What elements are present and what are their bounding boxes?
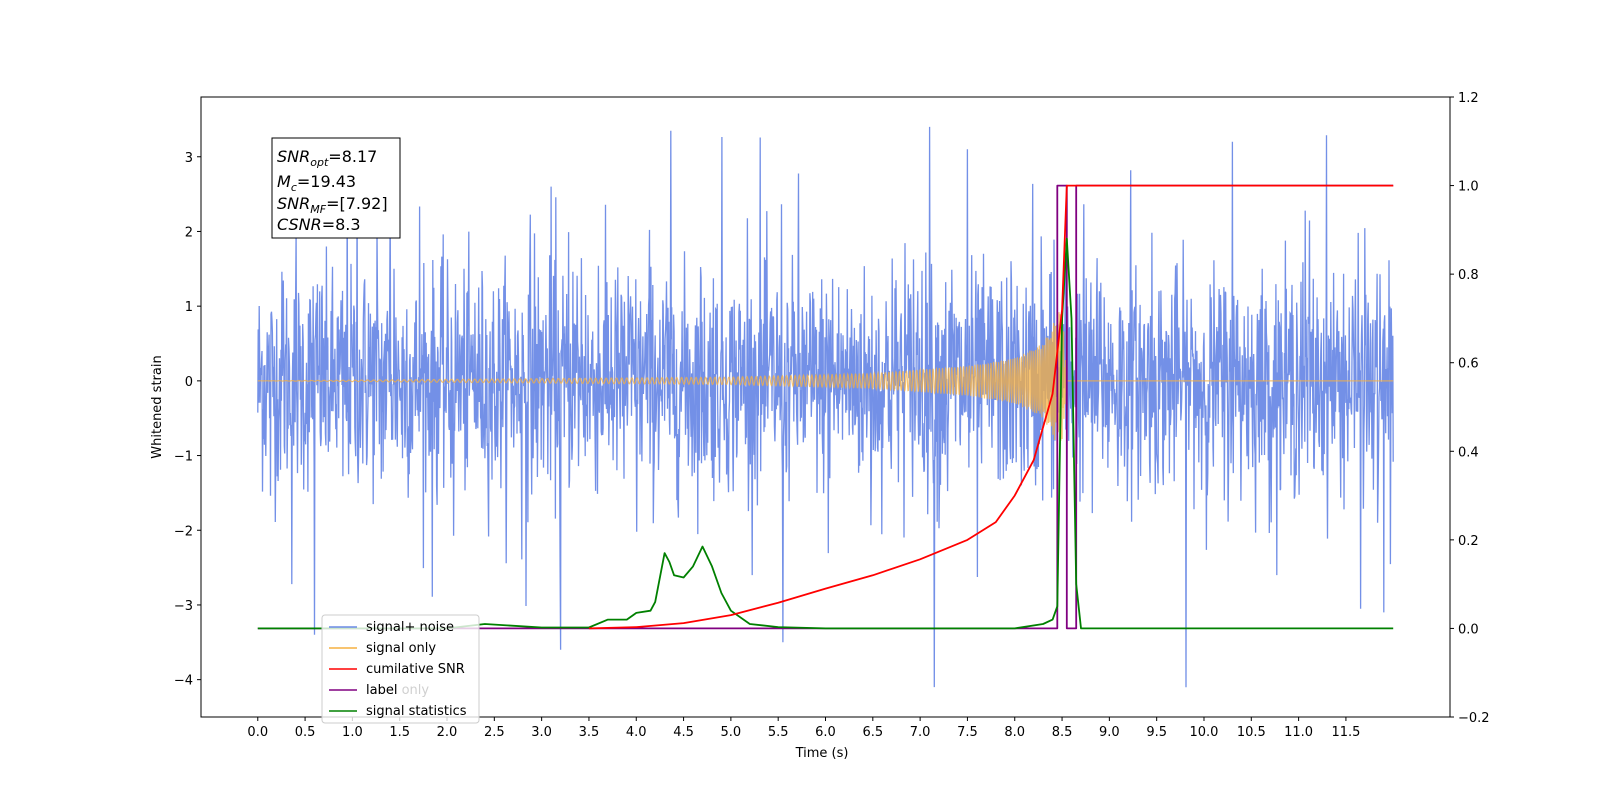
- x-tick-label: 4.5: [673, 725, 694, 740]
- series-cumulative-snr: [588, 184, 1394, 630]
- x-tick-label: 1.0: [342, 725, 363, 740]
- y-right-tick-label: 1.2: [1458, 91, 1479, 106]
- legend-entry-signal-noise: signal+ noise: [329, 620, 454, 635]
- y-right-tick-label: −0.2: [1458, 711, 1490, 726]
- y-left-tick-label: −4: [174, 674, 193, 689]
- annotation-csnr: CSNR=8.3: [277, 215, 361, 234]
- legend-entry-signal-statistics: signal statistics: [329, 704, 467, 719]
- y-right-tick-label: 0.4: [1458, 445, 1479, 460]
- annotation-box: SNRopt=8.17 Mc=19.43 SNRMF=[7.92] CSNR=8…: [271, 137, 401, 239]
- y-right-tick-label: 0.2: [1458, 534, 1479, 549]
- y-ticks-left: −4 −3 −2 −1 0 1 2 3: [174, 151, 201, 689]
- y-left-tick-label: −1: [174, 450, 193, 465]
- annotation-snr-opt: SNRopt=8.17: [277, 147, 377, 169]
- x-tick-label: 3.0: [531, 725, 552, 740]
- plot-area: [257, 126, 1394, 688]
- y-axis-label: Whitened strain: [150, 355, 165, 458]
- x-tick-label: 10.0: [1190, 725, 1219, 740]
- legend-entry-cumulative-snr: cumilative SNR: [329, 662, 465, 677]
- y-ticks-right: −0.2 0.0 0.2 0.4 0.6 0.8 1.0 1.2: [1450, 91, 1490, 726]
- x-tick-label: 6.5: [862, 725, 883, 740]
- x-tick-label: 8.0: [1004, 725, 1025, 740]
- x-tick-label: 8.5: [1052, 725, 1073, 740]
- x-tick-label: 9.0: [1099, 725, 1120, 740]
- x-tick-label: 2.0: [437, 725, 458, 740]
- legend-label-cumulative-snr: cumilative SNR: [366, 662, 465, 677]
- x-tick-label: 4.0: [626, 725, 647, 740]
- x-tick-label: 0.0: [247, 725, 268, 740]
- legend: signal+ noise signal only cumilative SNR…: [321, 614, 480, 724]
- x-tick-label: 3.5: [579, 725, 600, 740]
- legend-label-label: label: [366, 683, 397, 698]
- x-tick-label: 9.5: [1146, 725, 1167, 740]
- series-signal-only: [257, 312, 1394, 446]
- y-left-tick-label: −2: [174, 524, 193, 539]
- x-axis-label: Time (s): [795, 746, 849, 761]
- legend-entry-label: label only label: [329, 683, 429, 698]
- y-right-tick-label: 0.0: [1458, 622, 1479, 637]
- x-ticks: 0.0 0.5 1.0 1.5 2.0 2.5 3.0 3.5 4.0 4.5 5.0 5.5 6.0 6…: [247, 717, 1360, 740]
- x-tick-label: 5.0: [721, 725, 742, 740]
- legend-label-signal-statistics: signal statistics: [366, 704, 467, 719]
- annotation-mc: Mc=19.43: [277, 172, 356, 194]
- x-tick-label: 7.0: [910, 725, 931, 740]
- y-left-tick-label: 0: [185, 375, 193, 390]
- y-right-tick-label: 1.0: [1458, 180, 1479, 195]
- legend-label-signal-only: signal only: [366, 641, 436, 656]
- y-left-tick-label: −3: [174, 599, 193, 614]
- x-tick-label: 10.5: [1237, 725, 1266, 740]
- x-tick-label: 7.5: [957, 725, 978, 740]
- x-tick-label: 11.5: [1331, 725, 1360, 740]
- legend-frame: [321, 614, 480, 724]
- annotation-frame: [271, 137, 401, 239]
- legend-entry-signal-only: signal only: [329, 641, 436, 656]
- y-right-tick-label: 0.8: [1458, 268, 1479, 283]
- x-tick-label: 6.0: [815, 725, 836, 740]
- x-tick-label: 2.5: [484, 725, 505, 740]
- x-tick-label: 5.5: [768, 725, 789, 740]
- y-right-tick-label: 0.6: [1458, 357, 1479, 372]
- x-tick-label: 1.5: [389, 725, 410, 740]
- y-left-tick-label: 2: [185, 225, 193, 240]
- y-left-tick-label: 3: [185, 151, 193, 166]
- y-left-tick-label: 1: [185, 300, 193, 315]
- series-signal-statistics: [257, 237, 1394, 630]
- series-signal-noise: [257, 126, 1394, 688]
- x-tick-label: 0.5: [295, 725, 316, 740]
- annotation-snr-mf: SNRMF=[7.92]: [277, 194, 388, 216]
- legend-label-signal-noise: signal+ noise: [366, 620, 454, 635]
- x-tick-label: 11.0: [1284, 725, 1313, 740]
- legend-label-hidden: label only: [366, 683, 429, 698]
